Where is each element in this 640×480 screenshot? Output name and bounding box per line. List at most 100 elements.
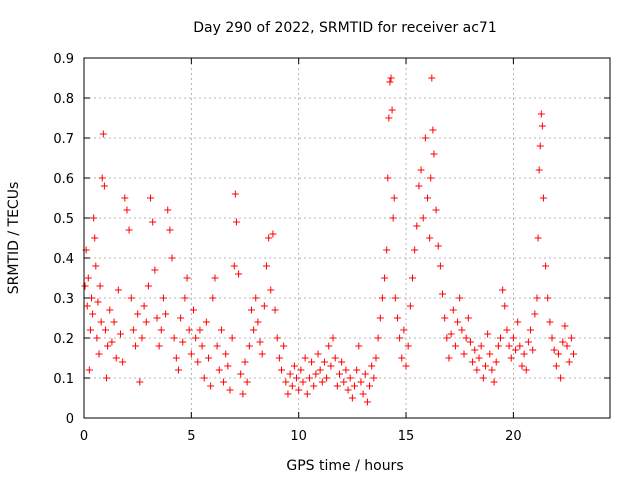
data-point	[534, 234, 542, 242]
data-point	[378, 294, 386, 302]
data-point	[415, 182, 423, 190]
data-point	[327, 362, 335, 370]
data-point	[351, 382, 359, 390]
data-point	[144, 282, 152, 290]
data-point	[396, 334, 404, 342]
data-point	[316, 366, 324, 374]
data-point	[441, 314, 449, 322]
data-point	[552, 362, 560, 370]
data-point	[426, 234, 434, 242]
data-point	[386, 78, 394, 86]
data-point	[529, 346, 537, 354]
data-point	[110, 318, 118, 326]
data-point	[269, 230, 277, 238]
data-point	[376, 314, 384, 322]
data-point	[194, 358, 202, 366]
data-point	[370, 374, 378, 382]
data-point	[346, 374, 354, 382]
data-point	[535, 166, 543, 174]
data-point	[505, 342, 513, 350]
data-point	[462, 334, 470, 342]
x-tick-label: 0	[80, 429, 88, 444]
data-point	[479, 374, 487, 382]
data-point	[185, 326, 193, 334]
data-point	[383, 246, 391, 254]
data-point	[290, 362, 298, 370]
data-point	[301, 354, 309, 362]
data-point	[235, 270, 243, 278]
data-point	[196, 326, 204, 334]
data-point	[86, 326, 94, 334]
data-point	[320, 358, 328, 366]
data-point	[473, 366, 481, 374]
data-point	[241, 358, 249, 366]
data-point	[198, 342, 206, 350]
data-point	[548, 334, 556, 342]
data-point	[250, 326, 258, 334]
data-point	[561, 322, 569, 330]
y-tick-label: 0	[66, 412, 74, 427]
data-point	[157, 326, 165, 334]
data-point	[451, 342, 459, 350]
data-point	[215, 366, 223, 374]
data-point	[567, 334, 575, 342]
data-point	[424, 194, 432, 202]
data-point	[310, 382, 318, 390]
data-point	[147, 194, 155, 202]
data-point	[432, 206, 440, 214]
data-point	[417, 166, 425, 174]
data-point	[226, 386, 234, 394]
data-point	[340, 378, 348, 386]
data-point	[140, 302, 148, 310]
data-point	[166, 226, 174, 234]
data-point	[398, 354, 406, 362]
data-point	[149, 218, 157, 226]
y-tick-label: 0.9	[53, 52, 74, 67]
data-point	[374, 334, 382, 342]
data-point	[537, 110, 545, 118]
y-tick-label: 0.4	[53, 252, 74, 267]
data-point	[428, 74, 436, 82]
data-point	[155, 342, 163, 350]
data-point	[207, 382, 215, 390]
data-point	[391, 294, 399, 302]
data-point	[114, 286, 122, 294]
x-tick-label: 15	[398, 429, 415, 444]
data-point	[95, 350, 103, 358]
data-point	[456, 294, 464, 302]
data-point	[331, 354, 339, 362]
data-point	[262, 262, 270, 270]
y-tick-label: 0.6	[53, 172, 74, 187]
axis-ticks: 0 0.1 0.2 0.3 0.4 0.5 0.6 0.7 0.8 0.9 0 5 10 15 20	[53, 52, 610, 444]
data-point	[200, 374, 208, 382]
data-point	[357, 378, 365, 386]
data-point	[284, 390, 292, 398]
data-point	[497, 334, 505, 342]
data-point	[93, 334, 101, 342]
data-point	[170, 334, 178, 342]
data-point	[293, 374, 301, 382]
data-point	[323, 374, 331, 382]
data-point	[232, 218, 240, 226]
data-point	[288, 382, 296, 390]
data-point	[464, 314, 472, 322]
data-point	[439, 290, 447, 298]
data-point	[338, 358, 346, 366]
data-point	[402, 362, 410, 370]
data-point	[299, 378, 307, 386]
data-point	[295, 386, 303, 394]
data-point	[103, 374, 111, 382]
data-point	[384, 174, 392, 182]
data-point	[312, 370, 320, 378]
data-point	[329, 334, 337, 342]
data-point	[254, 318, 262, 326]
data-point	[258, 350, 266, 358]
data-point	[271, 306, 279, 314]
data-point	[447, 330, 455, 338]
data-point	[228, 334, 236, 342]
data-point	[81, 282, 89, 290]
data-point	[217, 326, 225, 334]
data-point	[282, 378, 290, 386]
data-point	[348, 394, 356, 402]
